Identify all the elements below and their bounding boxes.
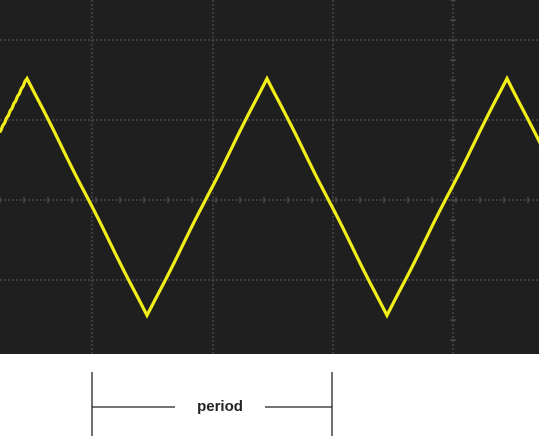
triangle-wave-trace bbox=[0, 74, 539, 319]
period-label: period bbox=[197, 398, 243, 415]
graticule-center-ticks bbox=[0, 0, 529, 341]
period-annotation: period bbox=[0, 354, 539, 441]
oscilloscope-screen bbox=[0, 0, 539, 354]
period-bracket bbox=[91, 372, 333, 436]
graticule-grid bbox=[0, 0, 539, 354]
oscilloscope-display bbox=[0, 0, 539, 354]
